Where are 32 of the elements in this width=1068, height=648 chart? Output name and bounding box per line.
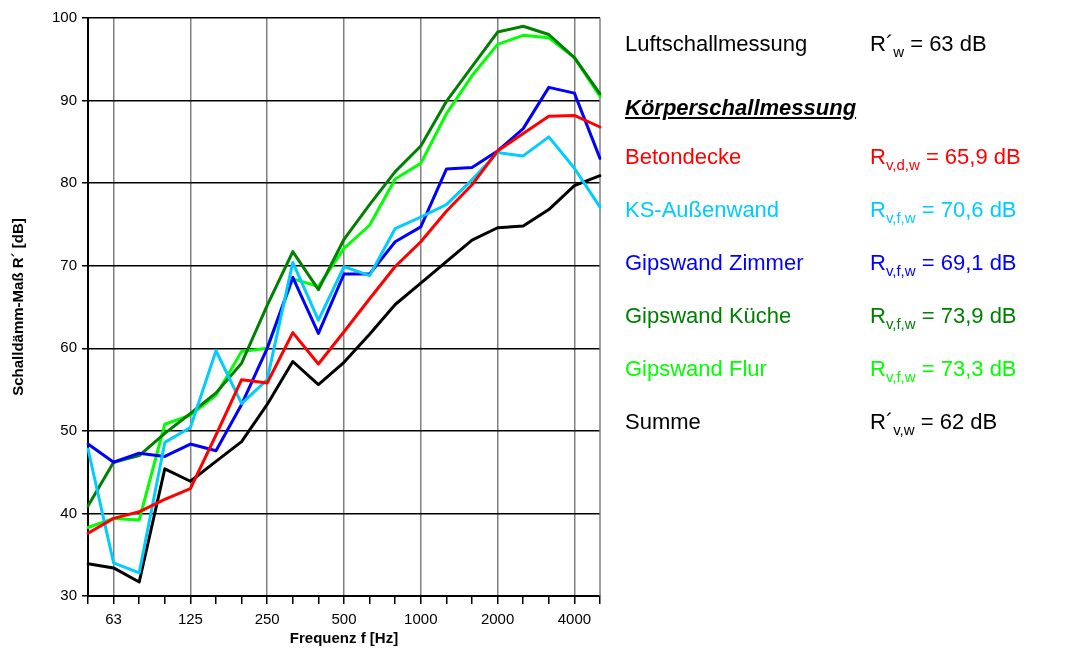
x-tick-label: 63 bbox=[105, 610, 122, 628]
y-tick-label: 40 bbox=[60, 503, 77, 521]
series-label: Betondecke bbox=[625, 144, 742, 170]
series-label: KS-Außenwand bbox=[625, 197, 780, 223]
y-tick-label: 60 bbox=[60, 338, 77, 356]
x-tick-label: 4000 bbox=[557, 610, 592, 628]
text: R$_{v,f,w}$ = 73,9 dB bbox=[870, 303, 1017, 332]
y-tick-label: 70 bbox=[60, 255, 77, 273]
text: Gipswand Flur bbox=[625, 356, 767, 382]
text: R$_{v,f,w}$ = 73,3 dB bbox=[870, 356, 1017, 385]
text: R´$_{w}$ = 63 dB bbox=[870, 31, 987, 60]
text: Gipswand Küche bbox=[625, 303, 792, 329]
y-tick-label: 30 bbox=[60, 586, 77, 604]
y-tick-label: 100 bbox=[51, 8, 77, 26]
y-tick-label: 50 bbox=[60, 421, 77, 438]
x-tick-label: 500 bbox=[331, 610, 357, 628]
x-axis-title: Frequenz f [Hz] bbox=[289, 629, 399, 647]
y-tick-label: 90 bbox=[60, 90, 77, 108]
text: R$_{v,f,w}$ = 69,1 dB bbox=[870, 250, 1017, 279]
y-axis-title: Schalldämm-Maß R´ [dB] bbox=[9, 218, 27, 396]
text: Summe bbox=[625, 409, 701, 435]
y-tick-label: 80 bbox=[60, 173, 77, 191]
text: Körperschallmessung bbox=[625, 95, 857, 121]
text: R´$_{v,w}$ = 62 dB bbox=[870, 409, 998, 438]
x-tick-label: 2000 bbox=[480, 610, 515, 628]
text: R$_{v,d,w}$ = 65,9 dB bbox=[870, 144, 1021, 173]
x-tick-label: 125 bbox=[177, 610, 203, 628]
text: R$_{v,f,w}$ = 70,6 dB bbox=[870, 197, 1017, 226]
text: Gipswand Zimmer bbox=[625, 250, 804, 276]
x-tick-label: 250 bbox=[254, 610, 280, 628]
text: Luftschallmessung bbox=[625, 31, 808, 57]
x-tick-label: 1000 bbox=[404, 610, 438, 628]
